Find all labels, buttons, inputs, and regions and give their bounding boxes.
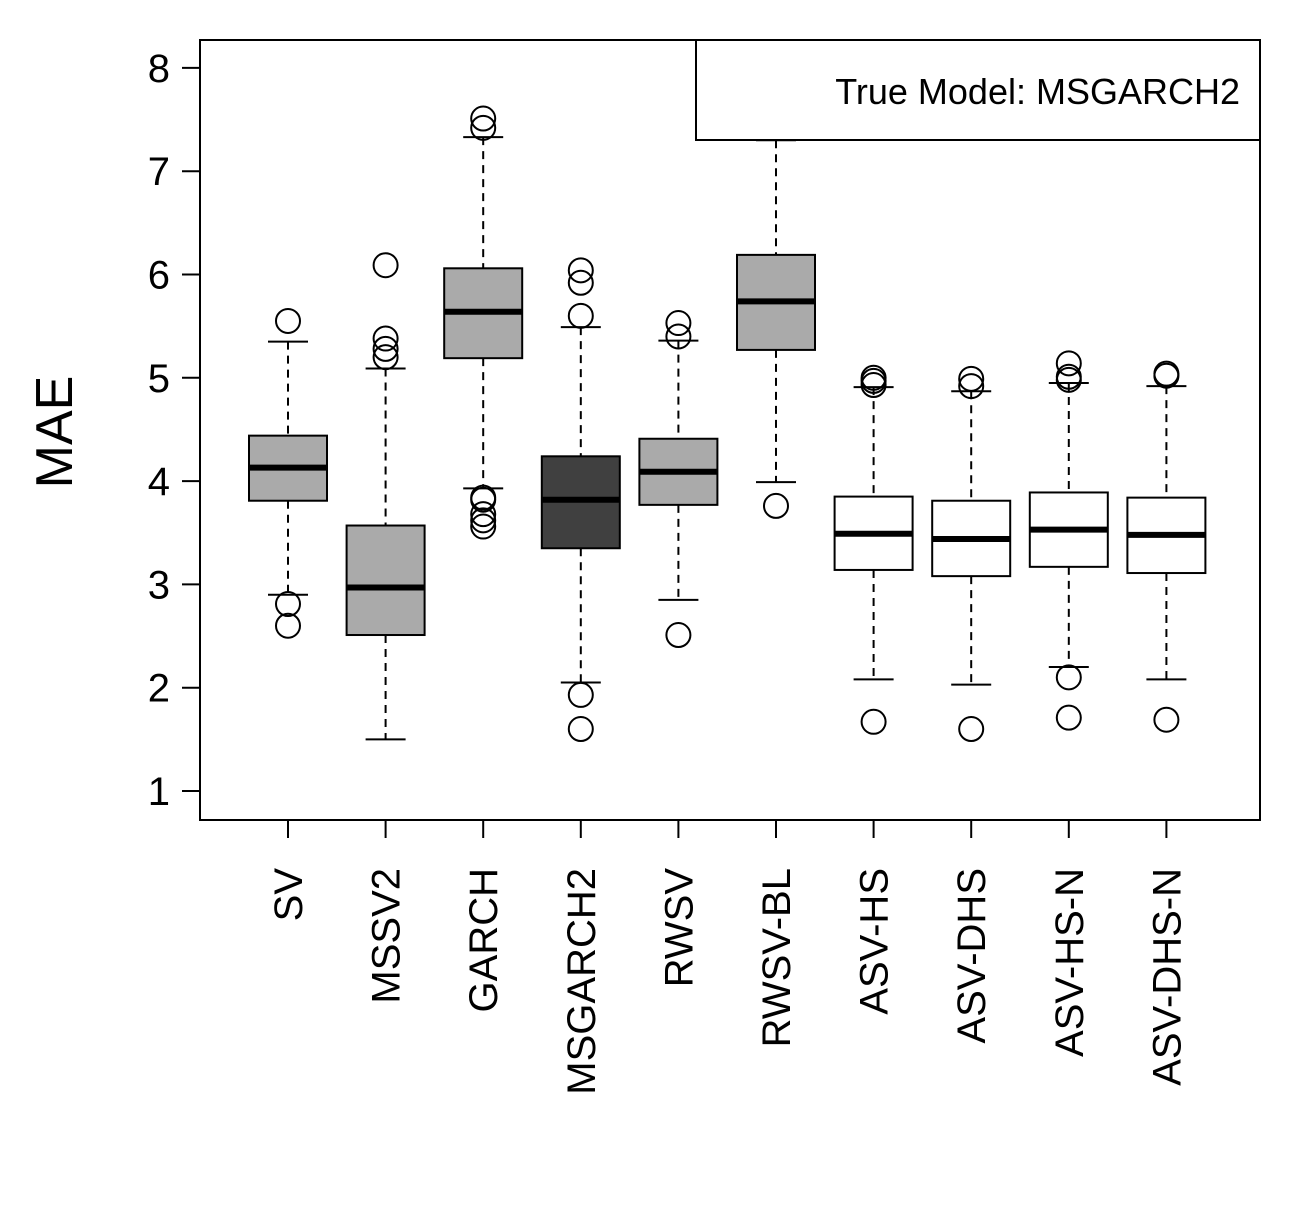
legend-text: True Model: MSGARCH2 [835,71,1240,112]
outlier-point [275,612,301,639]
outlier-point [1055,664,1082,691]
box-iqr [345,524,426,637]
outlier-point [372,252,399,279]
outlier-point [665,323,692,350]
y-axis-label: MAE [26,376,84,489]
x-tick-label: ASV-HS-N [1048,868,1092,1057]
x-tick-label: MSGARCH2 [560,868,604,1095]
box-asv-dhs-n [1126,360,1207,733]
x-tick-label: ASV-DHS-N [1145,868,1189,1086]
outlier-point [958,716,985,743]
outlier-point [470,484,497,511]
outlier-point [567,269,594,296]
y-tick-label: 4 [148,460,170,504]
outlier-point [567,716,594,743]
outlier-point [567,302,594,329]
box-asv-hs [833,364,914,735]
box-rwsv [638,310,719,649]
y-tick-label: 1 [148,770,170,814]
outlier-point [275,307,301,334]
outlier-point [1153,706,1180,733]
box-garch [443,105,524,540]
outlier-point [470,501,497,528]
outlier-point [567,257,594,284]
y-tick-label: 7 [148,150,170,194]
box-sv [248,307,328,639]
outlier-point [372,335,399,362]
y-tick-label: 2 [148,667,170,711]
outlier-point [763,492,789,519]
box-asv-hs-n [1028,350,1109,731]
x-tick-label: RWSV [657,868,701,988]
outlier-point [665,622,692,649]
y-tick-label: 6 [148,254,170,298]
outlier-point [372,325,399,352]
outlier-point [470,507,497,534]
outlier-point [860,708,887,735]
box-asv-dhs [931,365,1012,743]
plot-frame [199,39,1261,821]
outlier-point [958,365,985,392]
y-tick-label: 8 [148,47,170,91]
x-tick-label: ASV-HS [853,868,897,1015]
x-tick-label: GARCH [462,868,506,1012]
outlier-point [1055,363,1082,390]
outlier-point [275,591,301,618]
outlier-point [860,364,887,391]
box-msgarch2 [540,257,621,743]
outlier-point [567,681,594,708]
y-tick-label: 3 [148,563,170,607]
x-tick-label: SV [267,868,311,922]
x-tick-label: ASV-DHS [950,868,994,1044]
outlier-point [1153,362,1180,389]
outlier-point [470,105,497,132]
y-tick-label: 5 [148,357,170,401]
outlier-point [372,344,399,371]
outlier-point [1153,360,1180,387]
outlier-point [1055,350,1082,377]
legend-box [695,39,1261,141]
outlier-point [1055,704,1082,731]
outlier-point [958,373,985,400]
outlier-point [470,513,497,540]
box-rwsv-bl [736,139,816,519]
x-tick-label: MSSV2 [365,868,409,1004]
x-tick-label: RWSV-BL [755,868,799,1047]
box-mssv2 [345,252,426,741]
outlier-point [470,114,497,141]
outlier-point [665,310,692,337]
